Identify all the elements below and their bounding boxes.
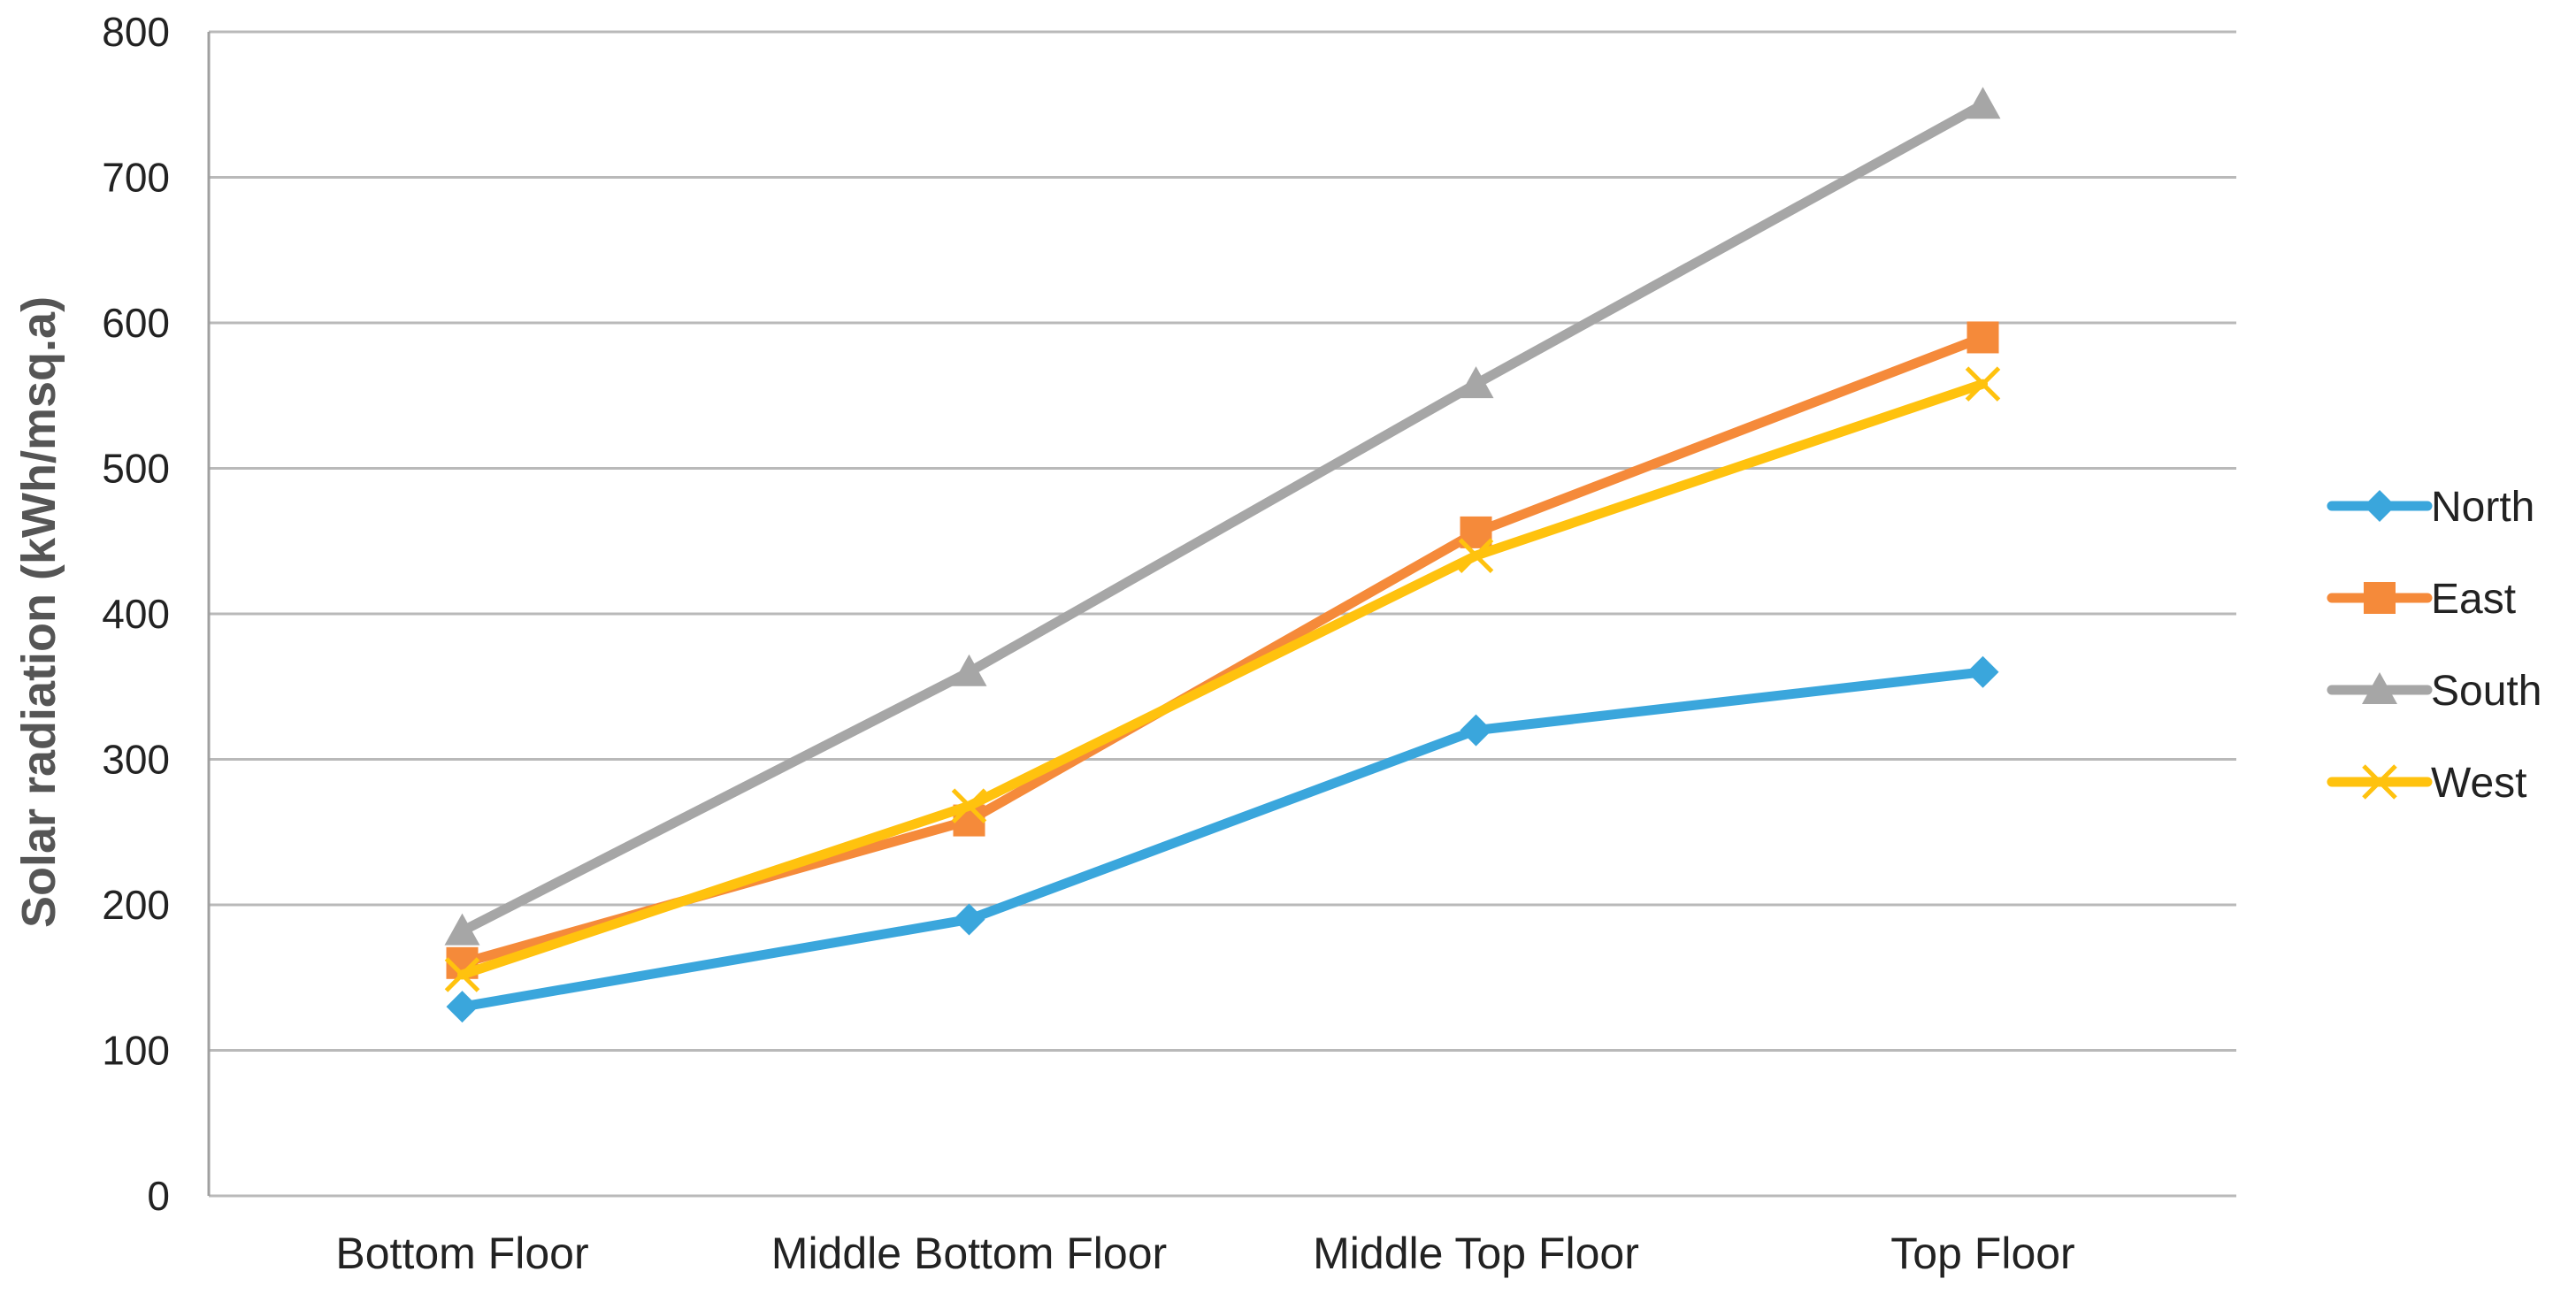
series-line-west	[457, 379, 1988, 980]
legend-marker	[2362, 764, 2397, 800]
axes: 0 100 200 300 400 500 600 700 800 Bottom Floor Mid…	[102, 9, 2074, 1278]
legend: North East South West	[2327, 484, 2542, 807]
legend-label: South	[2431, 668, 2542, 715]
legend-item-east: East	[2327, 576, 2516, 623]
data-point-south	[1965, 87, 2001, 119]
y-tick-label: 500	[102, 446, 170, 492]
y-tick-label: 800	[102, 9, 170, 55]
data-point-south	[444, 913, 480, 946]
series-east	[446, 321, 1999, 979]
legend-label: West	[2431, 760, 2526, 807]
x-tick-label: Bottom Floor	[335, 1229, 588, 1278]
data-point-west	[1458, 538, 1494, 573]
data-point-east	[1966, 321, 1999, 354]
y-tick-label: 600	[102, 300, 170, 346]
series-west	[444, 366, 2001, 992]
data-point-south	[1458, 366, 1494, 399]
data-point-west	[951, 788, 987, 823]
x-tick-label: Middle Bottom Floor	[771, 1229, 1167, 1278]
data-point-west	[444, 957, 480, 992]
legend-marker	[2364, 490, 2396, 522]
legend-item-south: South	[2327, 668, 2542, 715]
legend-marker	[2364, 582, 2396, 614]
series-line-south	[457, 99, 1988, 937]
series-line-east	[457, 332, 1988, 969]
y-axis-title: Solar radiation (kWh/msq.a)	[12, 296, 65, 928]
data-point-north	[446, 991, 479, 1023]
y-tick-label: 200	[102, 882, 170, 928]
series-south	[444, 87, 2001, 946]
legend-label: North	[2431, 484, 2534, 531]
grid-lines	[209, 30, 2236, 1198]
y-tick-label: 700	[102, 155, 170, 201]
legend-marker	[2362, 672, 2397, 704]
series-lines	[444, 87, 2001, 1023]
y-tick-label: 0	[147, 1173, 170, 1219]
legend-item-west: West	[2327, 760, 2526, 807]
y-tick-label: 100	[102, 1028, 170, 1074]
data-point-south	[951, 654, 987, 686]
series-north	[446, 655, 1999, 1023]
legend-label: East	[2431, 576, 2516, 623]
x-tick-label: Middle Top Floor	[1313, 1229, 1639, 1278]
data-point-north	[953, 903, 985, 936]
data-point-west	[1965, 366, 2001, 402]
data-point-north	[1460, 714, 1492, 747]
data-point-north	[1966, 655, 1999, 688]
y-tick-label: 400	[102, 591, 170, 637]
x-tick-label: Top Floor	[1890, 1229, 2074, 1278]
series-line-north	[457, 667, 1988, 1012]
y-tick-label: 300	[102, 737, 170, 783]
legend-item-north: North	[2327, 484, 2534, 531]
